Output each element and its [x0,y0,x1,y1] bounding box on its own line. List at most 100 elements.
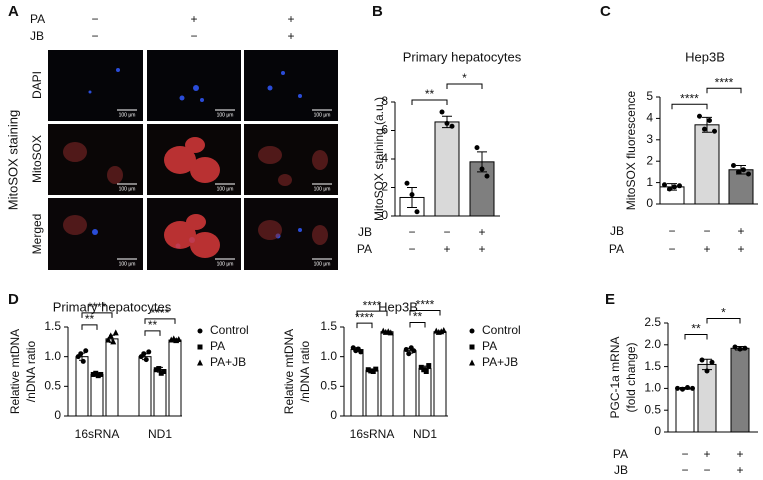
scale-bar-label: 100 μm [119,261,136,267]
condition-name: JB [614,463,628,477]
significance-label: **** [416,298,435,312]
data-point [414,209,420,215]
row-label: MitoSOX [30,135,44,183]
significance-label: **** [355,310,374,324]
data-point [156,366,162,372]
condition-name: PA [613,447,628,461]
data-point [746,171,751,177]
significance-label: **** [680,91,699,105]
condition-name: JB [358,225,372,239]
condition-sign: + [190,12,197,26]
y-axis-label: Relative mtDNA [282,329,296,414]
condition-name: PA [357,242,372,256]
y-tick-label: 0.5 [320,379,337,393]
data-point [479,166,485,172]
condition-sign: + [736,463,743,477]
condition-sign: + [478,242,485,256]
significance-bracket [81,324,98,330]
data-point [690,385,695,391]
y-tick-label: 2 [646,153,653,167]
significance-bracket [411,99,448,105]
significance-bracket [81,312,113,318]
data-point [672,184,677,190]
y-tick-label: 5 [646,89,653,103]
chart-title: Hep3B [378,299,418,314]
x-tick-label: ND1 [413,427,437,441]
condition-sign: − [703,463,710,477]
x-tick-label: 16sRNA [350,427,395,441]
y-tick-label: 0 [654,424,661,438]
data-point [143,357,149,363]
data-point [731,162,736,168]
bar [433,331,447,417]
data-point [411,348,417,354]
bar [105,338,119,417]
data-point [707,118,712,124]
data-point [712,128,717,134]
data-point [737,346,743,352]
bar [90,373,104,417]
data-point [675,385,680,391]
data-point [699,357,705,363]
data-point [373,366,379,372]
data-point [440,327,447,334]
data-point [107,332,114,339]
data-point [709,359,715,365]
significance-bracket [671,103,708,110]
y-tick-label: 4 [646,111,653,125]
bar [403,350,417,417]
panel-label: D [8,291,19,308]
data-point [403,347,409,353]
y-tick-label: 1.0 [320,349,337,363]
data-point [697,113,702,119]
data-point [732,344,738,350]
significance-label: **** [151,306,170,320]
panel-label: B [372,3,383,20]
significance-bracket [684,334,708,340]
data-point [439,109,445,115]
data-point [175,335,182,342]
condition-sign: + [703,242,710,256]
data-point [474,145,480,151]
y-tick-label: 6 [381,123,388,137]
condition-sign: − [443,225,450,239]
y-tick-label: 2.5 [644,315,661,329]
micrographs [48,50,338,270]
significance-label: ** [85,312,95,326]
data-point [741,167,746,173]
data-point [105,336,112,343]
significance-bracket [144,318,176,324]
y-tick-label: 1.5 [44,319,61,333]
condition-sign: − [408,225,415,239]
y-axis-label: (fold change) [624,342,638,412]
legend-label: Control [210,323,249,337]
chart-title: Hep3B [685,49,725,64]
data-point [197,328,203,334]
condition-sign: + [703,447,710,461]
data-point [197,344,203,350]
y-tick-label: 1.0 [644,381,661,395]
bar [138,356,152,417]
data-point [704,368,710,374]
y-tick-label: 3 [646,132,653,146]
y-axis-label: MitoSOX fluorescence [624,90,638,210]
y-tick-label: 0 [646,196,653,210]
x-tick-label: 16sRNA [75,427,120,441]
significance-label: **** [88,300,107,314]
condition-sign: + [443,242,450,256]
condition-name: JB [30,29,44,43]
condition-sign: − [91,29,98,43]
condition-sign: − [681,463,688,477]
legend-label: Control [482,323,521,337]
significance-bracket [706,87,742,94]
scale-bar-label: 100 μm [314,186,331,192]
data-point [680,386,685,392]
data-point [484,173,490,179]
y-tick-label: 2.0 [644,337,661,351]
data-point [112,329,119,336]
y-tick-label: 2 [381,180,388,194]
scale-bar-label: 100 μm [217,186,234,192]
y-tick-label: 8 [381,94,388,108]
bar [75,356,89,417]
y-tick-label: 0.5 [644,402,661,416]
